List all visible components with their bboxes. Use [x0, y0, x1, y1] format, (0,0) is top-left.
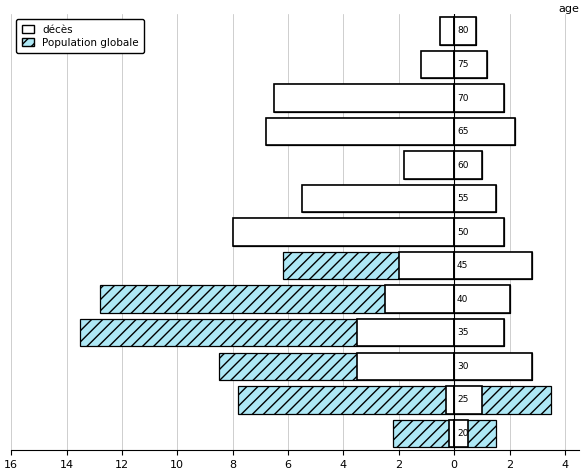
Bar	[274, 84, 454, 112]
Text: 30: 30	[457, 362, 469, 371]
Text: 25: 25	[457, 395, 468, 404]
Bar	[440, 17, 454, 45]
Bar	[399, 252, 454, 279]
Bar	[421, 51, 454, 78]
Text: 35: 35	[457, 328, 469, 337]
Bar	[449, 419, 454, 447]
Bar	[233, 219, 454, 246]
Bar	[233, 219, 454, 246]
Legend: décès, Population globale: décès, Population globale	[16, 19, 144, 53]
Bar	[283, 252, 454, 279]
Text: 20: 20	[457, 429, 468, 438]
Bar	[440, 17, 454, 45]
Text: 80: 80	[457, 27, 469, 36]
Bar	[454, 51, 487, 78]
Text: 65: 65	[457, 127, 469, 136]
Bar	[274, 84, 454, 112]
Text: 70: 70	[457, 93, 469, 102]
Bar	[266, 118, 454, 146]
Bar	[219, 353, 454, 380]
Bar	[454, 84, 504, 112]
Bar	[421, 51, 454, 78]
Bar	[454, 386, 482, 413]
Bar	[454, 353, 532, 380]
Bar	[454, 51, 487, 78]
Bar	[446, 386, 454, 413]
Bar	[454, 419, 468, 447]
Bar	[454, 319, 504, 346]
Bar	[454, 285, 510, 313]
Bar	[454, 252, 532, 279]
Bar	[266, 118, 454, 146]
Bar	[454, 285, 510, 313]
Text: 45: 45	[457, 261, 468, 270]
Bar	[454, 84, 504, 112]
Bar	[405, 151, 454, 179]
Bar	[454, 219, 504, 246]
Bar	[454, 118, 515, 146]
Bar	[357, 353, 454, 380]
Bar	[357, 319, 454, 346]
Bar	[394, 419, 454, 447]
Bar	[454, 353, 532, 380]
Bar	[454, 185, 496, 212]
Text: age: age	[558, 4, 579, 14]
Text: 40: 40	[457, 295, 468, 304]
Bar	[454, 17, 476, 45]
Bar	[100, 285, 454, 313]
Bar	[302, 185, 454, 212]
Bar	[385, 285, 454, 313]
Bar	[454, 219, 504, 246]
Bar	[405, 151, 454, 179]
Bar	[454, 151, 482, 179]
Text: 60: 60	[457, 161, 469, 170]
Text: 75: 75	[457, 60, 469, 69]
Bar	[454, 252, 532, 279]
Bar	[238, 386, 454, 413]
Bar	[454, 118, 515, 146]
Bar	[454, 419, 496, 447]
Bar	[454, 319, 504, 346]
Bar	[454, 386, 551, 413]
Bar	[454, 17, 476, 45]
Text: 55: 55	[457, 194, 469, 203]
Text: 50: 50	[457, 228, 469, 237]
Bar	[454, 185, 496, 212]
Bar	[80, 319, 454, 346]
Bar	[302, 185, 454, 212]
Bar	[454, 151, 482, 179]
